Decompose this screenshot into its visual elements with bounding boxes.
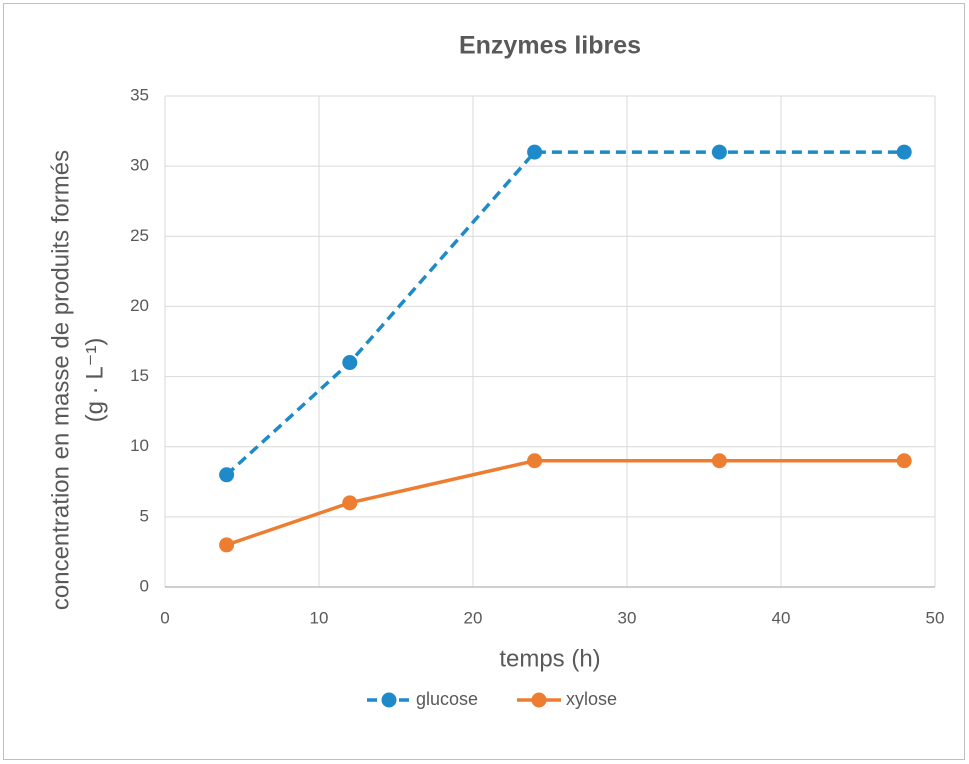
series-line [225,150,905,477]
chart-title: Enzymes libres [459,32,641,60]
legend-marker [381,692,397,708]
x-tick-label: 10 [310,608,329,627]
data-point [711,144,727,160]
data-point [527,453,543,469]
data-point [527,144,543,160]
legend-label: glucose [416,689,478,709]
y-tick-label: 25 [130,226,149,245]
legend-label: xylose [566,689,617,709]
data-point [219,467,235,483]
data-point [711,453,727,469]
y-tick-label: 0 [140,576,149,595]
y-tick-label: 15 [130,366,149,385]
x-tick-label: 30 [618,608,637,627]
chart-border [3,3,965,760]
y-tick-label: 35 [130,85,149,104]
x-tick-label: 0 [160,608,169,627]
x-axis-label: temps (h) [499,645,600,672]
y-axis-label: (g · L⁻¹) [81,338,108,423]
x-tick-label: 40 [772,608,791,627]
x-tick-label: 50 [926,608,945,627]
y-tick-label: 30 [130,156,149,175]
data-point [219,537,235,553]
data-point [342,355,358,371]
data-point [896,144,912,160]
x-tick-label: 20 [464,608,483,627]
data-point [896,453,912,469]
y-tick-label: 5 [140,506,149,525]
y-axis-label: concentration en masse de produits formé… [47,150,74,610]
y-tick-label: 20 [130,296,149,315]
legend-marker [531,692,547,708]
data-point [342,495,358,511]
y-tick-label: 10 [130,436,149,455]
